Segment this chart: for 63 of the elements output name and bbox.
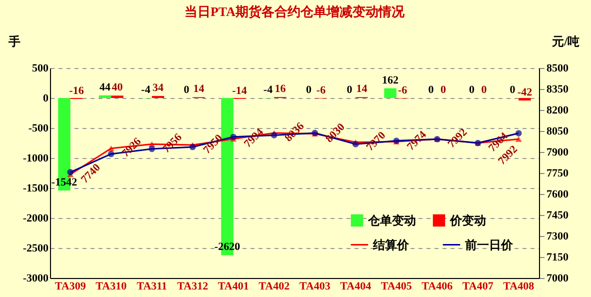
data-label: 34 [152, 82, 164, 94]
x-tick-label: TA312 [177, 280, 209, 292]
y2-tick-label: 8200 [546, 104, 569, 116]
legend-label: 结算价 [372, 238, 410, 252]
y-tick-label: 500 [32, 62, 49, 74]
data-label: 0 [510, 84, 516, 96]
data-label: 14 [193, 83, 205, 96]
data-label: -4 [263, 84, 274, 96]
legend-label: 仓单变动 [367, 213, 416, 228]
data-label: -6 [316, 84, 326, 96]
data-label: -4 [141, 84, 151, 96]
data-label: 0 [428, 84, 434, 96]
data-label: 0 [184, 84, 190, 96]
data-label: 0 [469, 84, 476, 96]
y2-tick-label: 7300 [546, 230, 569, 242]
x-tick-label: TA311 [136, 280, 168, 292]
data-label: -14 [232, 84, 248, 97]
data-label: -2620 [214, 241, 241, 254]
x-tick-label: TA407 [462, 280, 494, 292]
data-label: -16 [69, 84, 84, 97]
y-tick-label: -2000 [22, 212, 49, 224]
data-label: 0 [346, 84, 353, 96]
y2-tick-label: 7150 [546, 252, 569, 264]
y2-axis-title: 元/吨 [551, 34, 580, 48]
x-tick-label: TA404 [340, 280, 372, 292]
y-tick-label: -3000 [22, 272, 49, 284]
x-tick-label: TA406 [422, 280, 454, 292]
data-label: 162 [382, 74, 400, 86]
data-label: 44 [100, 81, 112, 94]
data-label: -42 [517, 86, 533, 99]
x-tick-label: TA408 [503, 280, 535, 292]
y-tick-label: -2500 [22, 242, 49, 254]
y2-tick-label: 7000 [546, 272, 569, 284]
y-tick-label: -500 [28, 122, 49, 134]
y2-tick-label: 7900 [546, 146, 569, 158]
y2-tick-label: 8050 [546, 126, 569, 138]
data-label: 14 [356, 83, 368, 96]
x-tick-label: TA402 [258, 280, 290, 292]
data-label: 40 [112, 82, 124, 94]
y2-tick-label: 8500 [546, 62, 569, 74]
x-tick-label: TA401 [218, 280, 249, 292]
data-label: -6 [398, 84, 408, 96]
data-label: 0 [306, 84, 312, 96]
y-tick-label: -1000 [22, 152, 49, 164]
legend-label: 前一日价 [464, 238, 514, 252]
data-label: 7970 [364, 129, 389, 154]
x-tick-label: TA403 [299, 280, 331, 292]
y2-tick-label: 7450 [546, 210, 569, 222]
y2-tick-label: 7600 [546, 188, 569, 200]
data-label: 8030 [323, 120, 348, 146]
x-tick-label: TA309 [54, 280, 86, 292]
y2-tick-label: 7750 [546, 168, 569, 180]
y-tick-label: -1500 [22, 182, 49, 194]
data-label: 0 [481, 84, 488, 96]
chart-title: 当日PTA期货各合约仓单增减变动情况 [184, 4, 406, 19]
legend-label: 价变动 [449, 213, 486, 228]
y2-tick-label: 8350 [546, 84, 569, 96]
y-tick-label: 0 [43, 92, 49, 104]
y-axis-title: 手 [8, 34, 20, 48]
x-tick-label: TA310 [96, 280, 128, 292]
data-label: 0 [440, 84, 446, 96]
x-tick-label: TA405 [380, 280, 412, 292]
data-label: 16 [274, 83, 286, 96]
